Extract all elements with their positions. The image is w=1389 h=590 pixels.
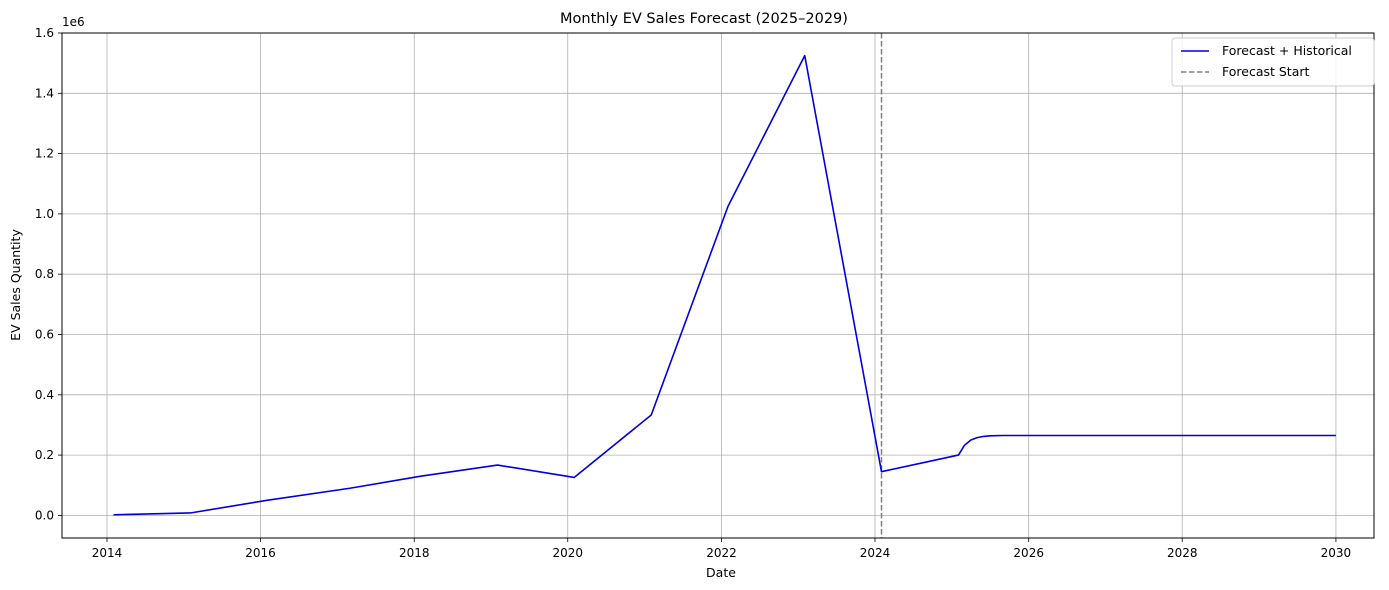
y-axis-ticks: 0.0 0.2 0.4 0.6 0.8 1.0 1.2 1.4 1.6 [35, 26, 62, 522]
series-line-forecast-historical [113, 54, 1336, 516]
x-tick-label: 2030 [1321, 546, 1352, 560]
x-tick-label: 2014 [92, 546, 123, 560]
legend: Forecast + Historical Forecast Start [1171, 37, 1375, 87]
x-tick-label: 2020 [552, 546, 583, 560]
y-tick-label: 1.2 [35, 147, 54, 161]
y-tick-label: 1.6 [35, 26, 54, 40]
y-axis-label: EV Sales Quantity [8, 229, 23, 341]
y-tick-label: 0.2 [35, 448, 54, 462]
y-axis-offset-label: 1e6 [62, 15, 85, 29]
legend-box [1171, 37, 1375, 87]
x-tick-label: 2028 [1167, 546, 1198, 560]
plot-frame [61, 32, 1375, 539]
y-tick-label: 0.0 [35, 508, 54, 522]
x-tick-label: 2016 [245, 546, 276, 560]
legend-label-forecast-start: Forecast Start [1222, 64, 1310, 79]
y-tick-label: 0.6 [35, 327, 54, 341]
x-axis-ticks: 2014 2016 2018 2020 2022 2024 2026 2028 2030 [92, 538, 1351, 560]
y-tick-label: 0.4 [35, 388, 54, 402]
legend-label-forecast-historical: Forecast + Historical [1222, 43, 1352, 58]
x-tick-label: 2024 [860, 546, 891, 560]
y-tick-label: 1.4 [35, 86, 54, 100]
x-tick-label: 2026 [1013, 546, 1044, 560]
chart-title: Monthly EV Sales Forecast (2025–2029) [560, 11, 848, 27]
x-axis-label: Date [706, 565, 736, 580]
y-tick-label: 1.0 [35, 207, 54, 221]
x-tick-label: 2018 [399, 546, 430, 560]
y-tick-label: 0.8 [35, 267, 54, 281]
series-layer [113, 54, 1336, 516]
x-tick-label: 2022 [706, 546, 737, 560]
